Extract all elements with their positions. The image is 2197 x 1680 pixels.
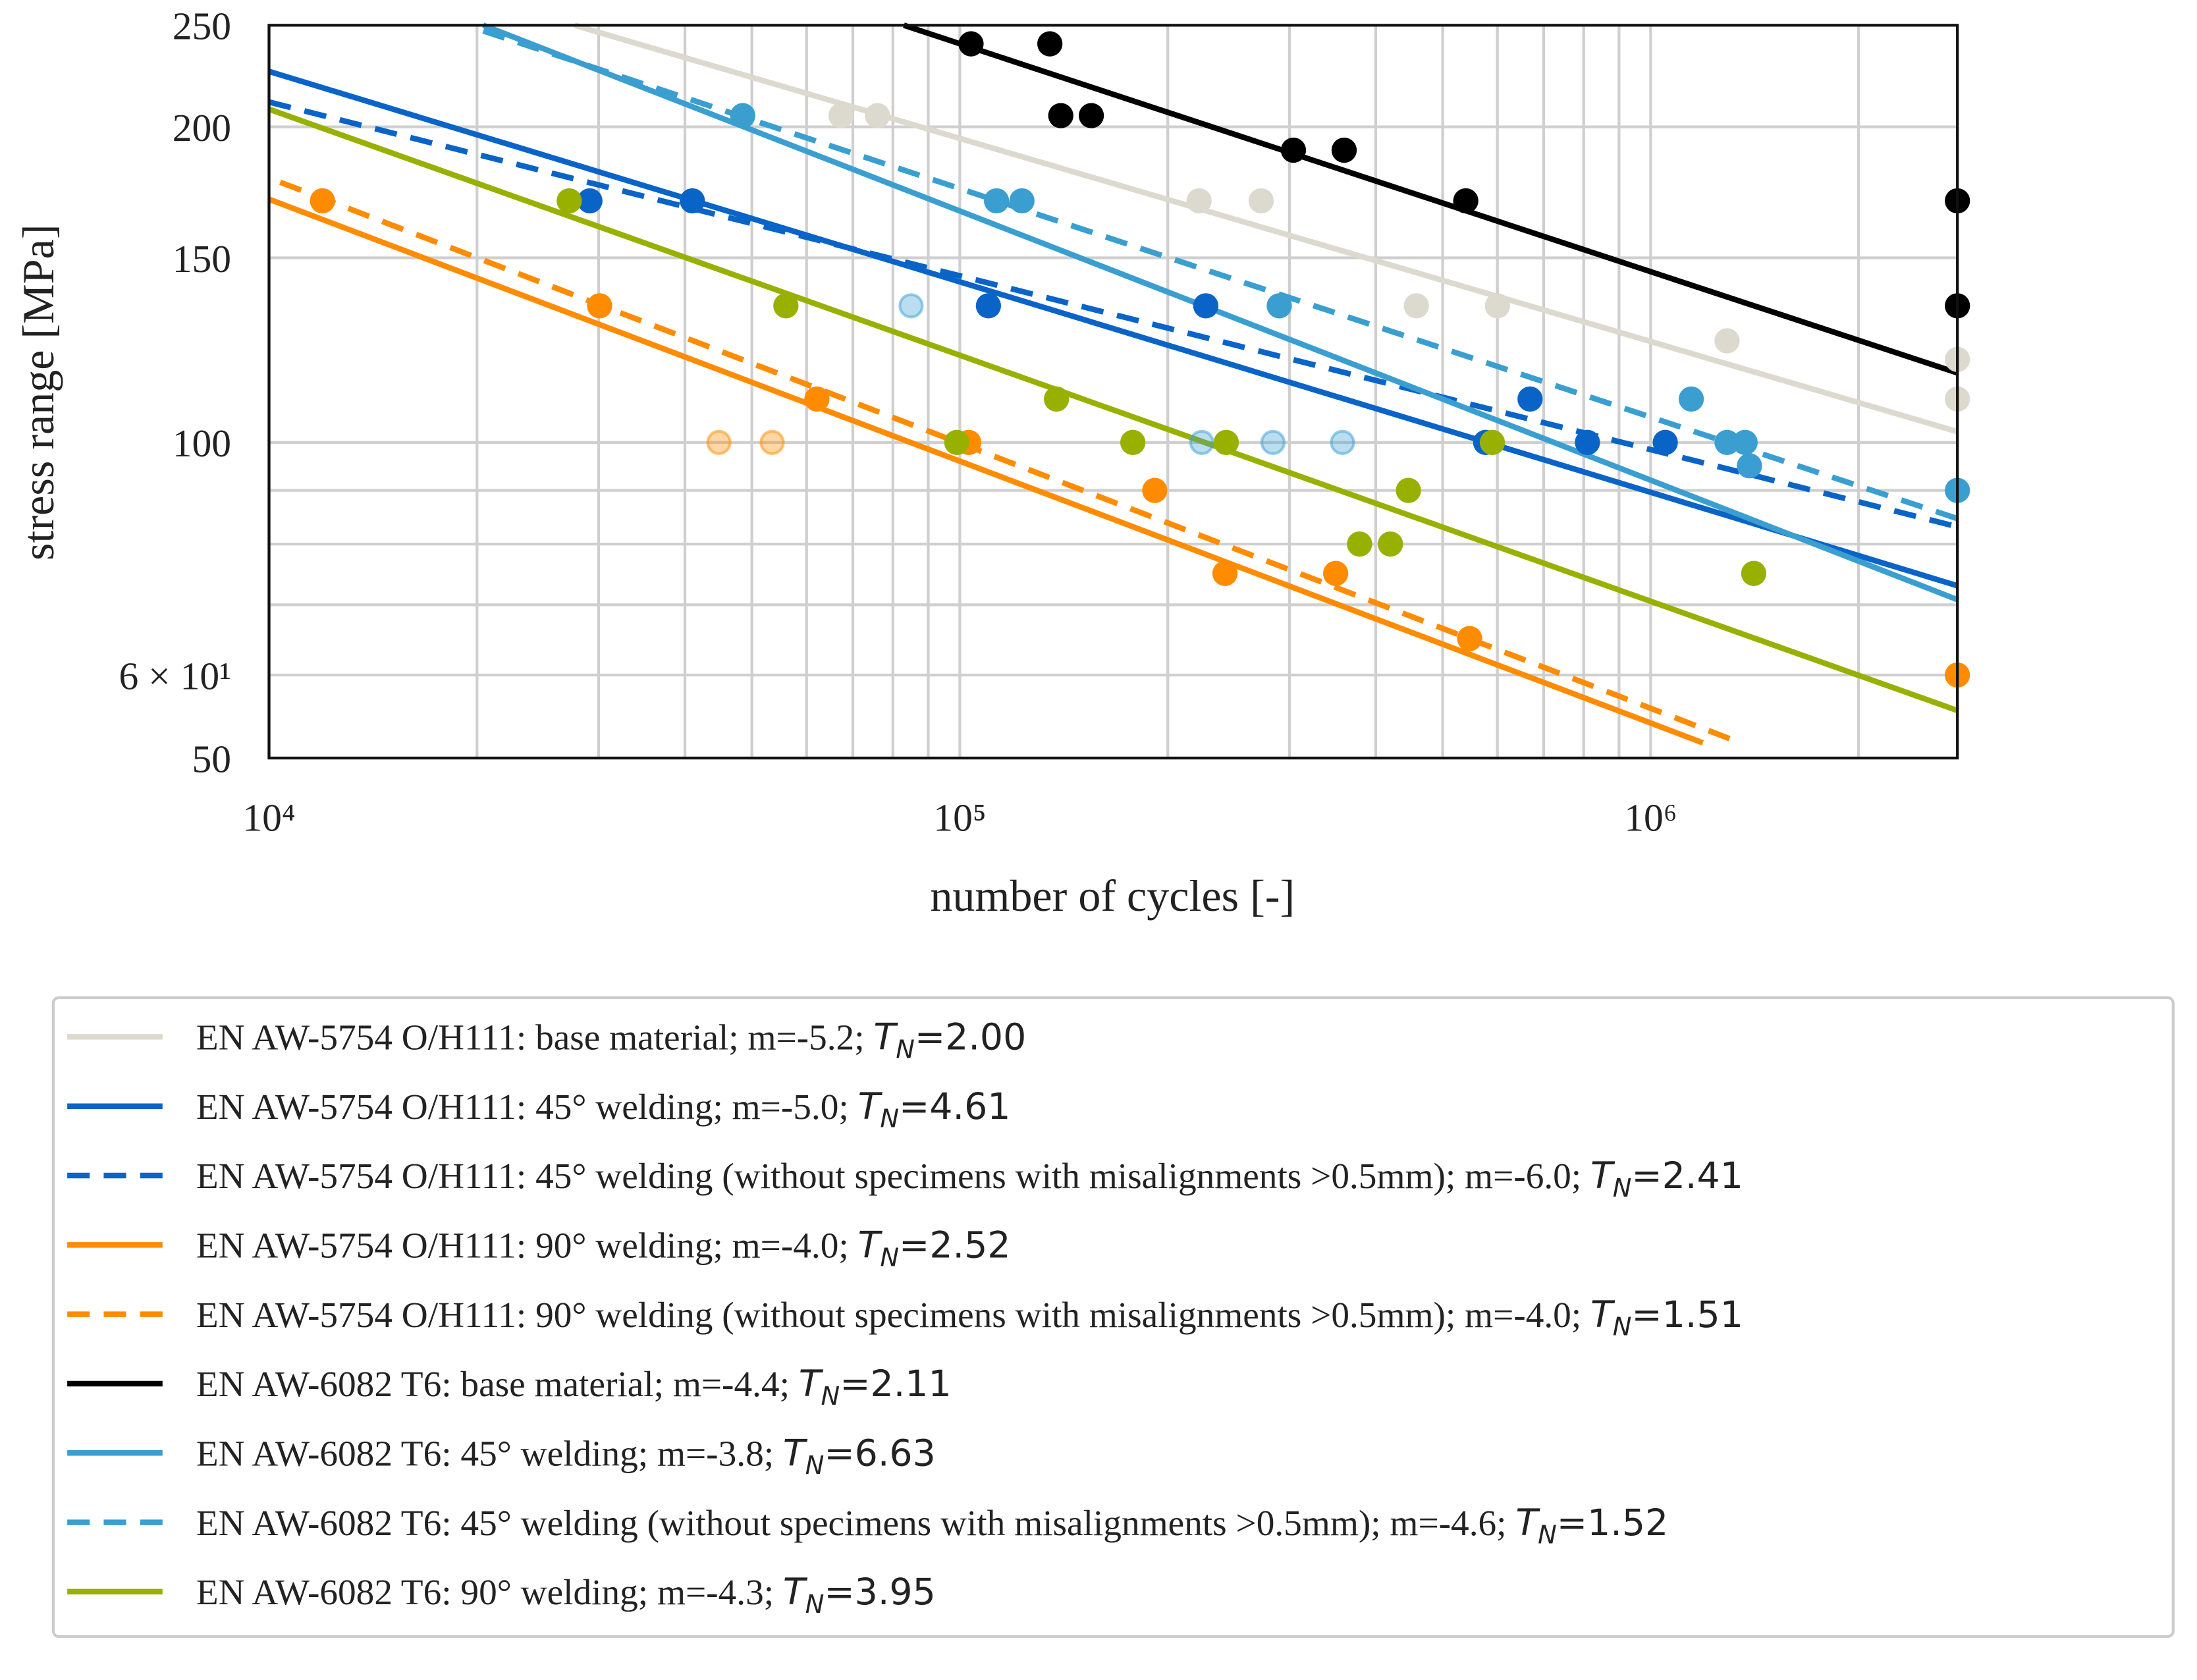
legend: EN AW-5754 O/H111: base material; m=-5.2… [67, 1017, 1743, 1619]
legend-label: EN AW-5754 O/H111: 90° welding (without … [196, 1294, 1743, 1342]
data-point [773, 293, 799, 319]
legend-label: EN AW-6082 T6: 90° welding; m=-4.3; TN=3… [196, 1571, 936, 1619]
data-point [1678, 386, 1704, 412]
data-point [1517, 386, 1543, 412]
data-point [1575, 429, 1600, 455]
fit-line [482, 28, 1959, 522]
fit-line [482, 22, 1959, 603]
data-point [556, 188, 582, 214]
y-tick-label: 250 [173, 5, 231, 48]
data-point [944, 429, 970, 455]
legend-label: EN AW-5754 O/H111: 90° welding; m=-4.0; … [196, 1225, 1011, 1273]
data-point [1142, 477, 1168, 503]
fit-line [269, 68, 1959, 589]
y-axis-label: stress range [MPa] [13, 225, 63, 560]
data-point [1737, 453, 1762, 479]
ticks: 10⁴ 10⁵ 10⁶ 50 6 × 10¹ 100 150 200 250 [119, 5, 1677, 840]
data-point [1403, 293, 1429, 319]
y-tick-label: 200 [173, 106, 231, 149]
data-point [1457, 626, 1482, 651]
fit-line [269, 106, 1959, 713]
fit-line [903, 22, 1959, 376]
grid [267, 24, 1958, 760]
data-point [587, 293, 612, 319]
data-point [1186, 188, 1212, 214]
data-point [1048, 103, 1073, 128]
data-point [1213, 429, 1239, 455]
data-point [865, 103, 890, 128]
legend-label: EN AW-5754 O/H111: 45° welding (without … [196, 1155, 1743, 1203]
excluded-point [706, 429, 732, 455]
data-point [1280, 137, 1307, 163]
data-point [1044, 386, 1070, 412]
data-point [1323, 560, 1349, 586]
data-point [680, 188, 705, 214]
excluded-point [759, 429, 785, 455]
fit-line [574, 22, 1959, 435]
legend-label: EN AW-6082 T6: base material; m=-4.4; TN… [196, 1363, 952, 1411]
data-point [1714, 328, 1740, 354]
data-point [1347, 531, 1372, 557]
legend-label: EN AW-5754 O/H111: base material; m=-5.2… [196, 1017, 1026, 1065]
y-tick-label: 6 × 10¹ [119, 654, 231, 697]
x-tick-label: 10⁵ [933, 796, 986, 840]
plot-frame [267, 24, 1959, 760]
data-point [1378, 531, 1403, 557]
data-point [310, 188, 335, 214]
data-point [1266, 293, 1292, 319]
data-point [1741, 560, 1767, 586]
data-point [804, 386, 830, 412]
fit-line [279, 179, 1742, 745]
data-point [1248, 188, 1274, 214]
data-point [983, 188, 1010, 214]
data-point [1037, 31, 1063, 57]
data-point [1078, 103, 1104, 128]
y-tick-label: 150 [173, 237, 231, 281]
data-point [1453, 188, 1478, 214]
data-point [975, 293, 1002, 319]
data-point [828, 103, 854, 128]
plot-area [269, 22, 1970, 745]
data-point [1331, 137, 1357, 163]
data-point [958, 31, 984, 57]
x-tick-label: 10⁴ [242, 796, 295, 840]
legend-label: EN AW-5754 O/H111: 45° welding; m=-5.0; … [196, 1086, 1011, 1134]
data-point [1484, 293, 1510, 319]
fit-line [269, 99, 1959, 529]
fit-line [269, 196, 1704, 745]
x-tick-label: 10⁶ [1624, 796, 1677, 840]
data-point [1120, 429, 1146, 455]
excluded-point [1189, 429, 1214, 455]
y-tick-label: 50 [192, 737, 231, 780]
data-point [1479, 429, 1505, 455]
y-tick-label: 100 [173, 421, 231, 465]
data-point [1193, 293, 1219, 319]
excluded-point [1260, 429, 1286, 455]
data-point [1396, 477, 1421, 503]
data-point [1714, 429, 1740, 455]
data-point [1212, 560, 1238, 586]
legend-label: EN AW-6082 T6: 45° welding (without spec… [196, 1502, 1668, 1550]
legend-box [51, 996, 2175, 1639]
data-point [577, 188, 603, 214]
data-point [1009, 188, 1035, 214]
data-point [1732, 429, 1758, 455]
excluded-point [1330, 429, 1355, 455]
data-point [1652, 429, 1678, 455]
excluded-point [898, 293, 924, 319]
legend-label: EN AW-6082 T6: 45° welding; m=-3.8; TN=6… [196, 1432, 936, 1480]
data-point [730, 103, 755, 128]
x-axis-label: number of cycles [-] [930, 871, 1295, 921]
